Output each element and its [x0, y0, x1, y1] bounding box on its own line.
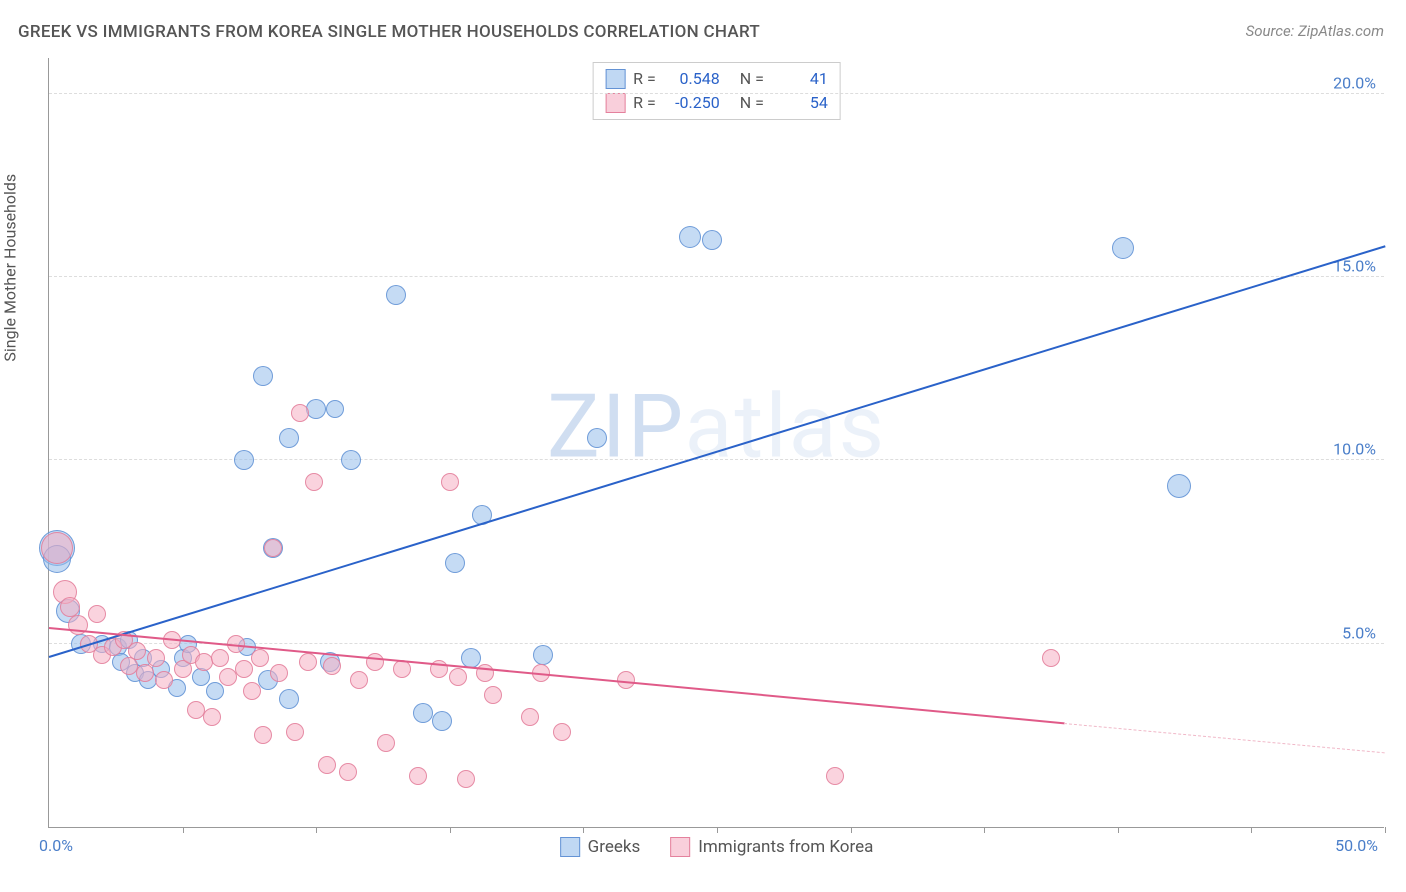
data-point [826, 767, 844, 785]
trend-line [1064, 723, 1385, 753]
data-point [286, 723, 304, 741]
data-point [553, 723, 571, 741]
x-tick [316, 827, 317, 833]
data-point [679, 226, 701, 248]
data-point [341, 450, 361, 470]
data-point [1167, 474, 1191, 498]
legend-label-greeks: Greeks [588, 837, 641, 857]
y-tick-label: 20.0% [1333, 73, 1376, 92]
r-label: R = [633, 91, 656, 115]
data-point [299, 653, 317, 671]
data-point [235, 660, 253, 678]
x-tick [583, 827, 584, 833]
gridline [49, 276, 1384, 277]
r-label: R = [633, 67, 656, 91]
data-point [1112, 237, 1134, 259]
data-point [203, 708, 221, 726]
data-point [251, 649, 269, 667]
data-point [445, 553, 465, 573]
data-point [155, 671, 173, 689]
data-point [409, 767, 427, 785]
data-point [339, 763, 357, 781]
n-label: N = [740, 91, 764, 115]
stats-row-b: R = -0.250 N = 54 [605, 91, 828, 115]
stats-row-a: R = 0.548 N = 41 [605, 67, 828, 91]
x-tick [984, 827, 985, 833]
watermark-light: atlas [685, 376, 886, 479]
x-tick [851, 827, 852, 833]
data-point [457, 770, 475, 788]
source-attribution: Source: ZipAtlas.com [1246, 22, 1384, 40]
y-tick-label: 10.0% [1333, 440, 1376, 459]
data-point [136, 664, 154, 682]
data-point [377, 734, 395, 752]
plot-area: ZIPatlas R = 0.548 N = 41 R = -0.250 N =… [48, 58, 1384, 828]
data-point [234, 450, 254, 470]
swatch-korea-icon [605, 93, 625, 113]
data-point [533, 645, 553, 665]
data-point [60, 597, 80, 617]
data-point [326, 400, 344, 418]
data-point [291, 404, 309, 422]
data-point [366, 653, 384, 671]
data-point [279, 689, 299, 709]
x-axis-max-label: 50.0% [1335, 836, 1378, 855]
y-axis-label: Single Mother Households [1, 174, 20, 362]
data-point [393, 660, 411, 678]
watermark-strong: ZIP [547, 376, 685, 479]
n-value-a: 41 [772, 67, 828, 91]
y-tick-label: 5.0% [1342, 623, 1376, 642]
r-value-b: -0.250 [664, 91, 720, 115]
data-point [254, 726, 272, 744]
data-point [206, 682, 224, 700]
legend-item-korea: Immigrants from Korea [670, 837, 873, 857]
data-point [211, 649, 229, 667]
data-point [243, 682, 261, 700]
x-tick [450, 827, 451, 833]
r-value-a: 0.548 [664, 67, 720, 91]
data-point [1042, 649, 1060, 667]
data-point [279, 428, 299, 448]
x-tick [183, 827, 184, 833]
data-point [41, 532, 73, 564]
data-point [702, 230, 722, 250]
x-tick [717, 827, 718, 833]
series-legend: Greeks Immigrants from Korea [560, 837, 874, 857]
data-point [270, 664, 288, 682]
x-axis-min-label: 0.0% [39, 836, 73, 855]
data-point [587, 428, 607, 448]
x-tick [1118, 827, 1119, 833]
data-point [264, 539, 282, 557]
data-point [350, 671, 368, 689]
data-point [318, 756, 336, 774]
x-tick [1251, 827, 1252, 833]
data-point [521, 708, 539, 726]
data-point [305, 473, 323, 491]
gridline [49, 93, 1384, 94]
data-point [128, 642, 146, 660]
data-point [323, 657, 341, 675]
x-tick [1385, 827, 1386, 833]
data-point [306, 399, 326, 419]
n-value-b: 54 [772, 91, 828, 115]
data-point [432, 711, 452, 731]
legend-label-korea: Immigrants from Korea [698, 837, 873, 857]
swatch-greeks-icon [560, 837, 580, 857]
watermark: ZIPatlas [547, 376, 886, 479]
legend-item-greeks: Greeks [560, 837, 641, 857]
chart-title: GREEK VS IMMIGRANTS FROM KOREA SINGLE MO… [18, 22, 760, 42]
swatch-korea-icon [670, 837, 690, 857]
swatch-greeks-icon [605, 69, 625, 89]
data-point [413, 703, 433, 723]
stats-legend: R = 0.548 N = 41 R = -0.250 N = 54 [592, 62, 841, 120]
data-point [441, 473, 459, 491]
data-point [253, 366, 273, 386]
data-point [449, 668, 467, 686]
data-point [386, 285, 406, 305]
data-point [147, 649, 165, 667]
data-point [484, 686, 502, 704]
n-label: N = [740, 67, 764, 91]
data-point [88, 605, 106, 623]
